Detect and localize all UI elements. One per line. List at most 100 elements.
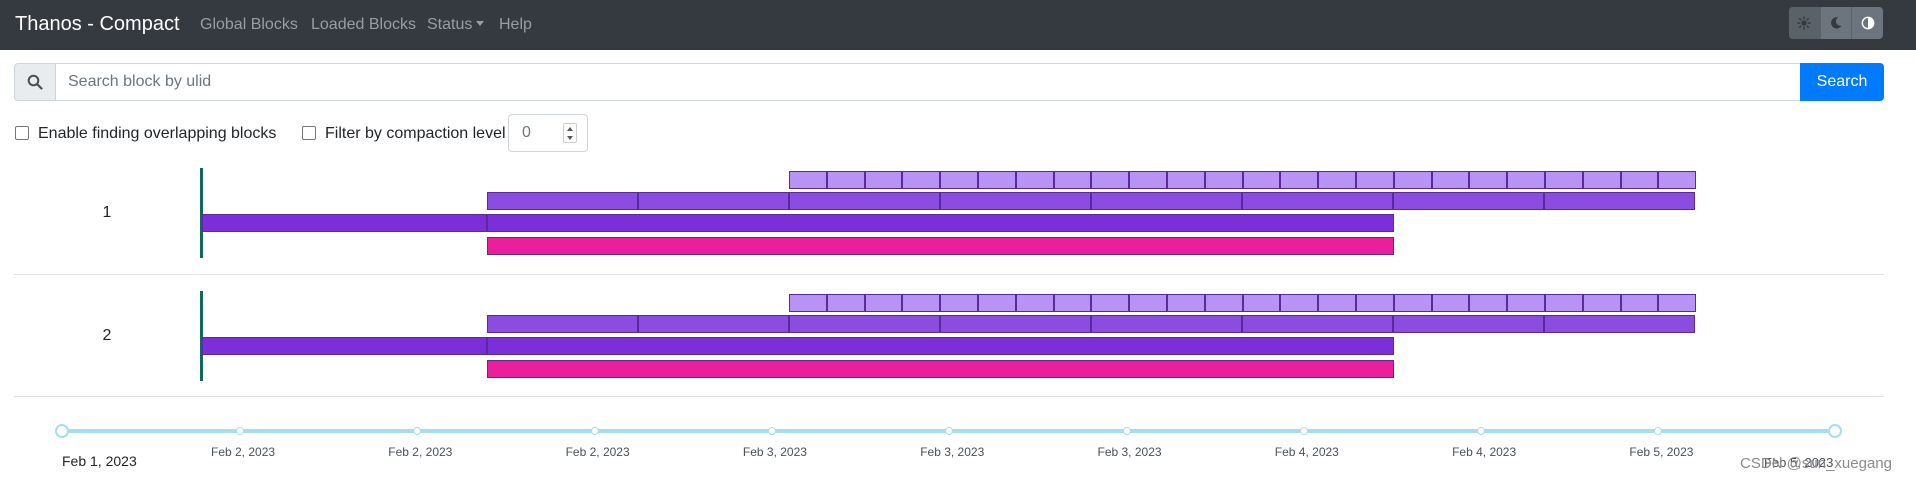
- block-level-1[interactable]: [902, 294, 940, 312]
- timeline-end-handle[interactable]: [1828, 424, 1842, 438]
- block-level-4[interactable]: [487, 360, 1394, 378]
- timeline-start-label: Feb 1, 2023: [62, 453, 137, 469]
- block-level-1[interactable]: [789, 171, 827, 189]
- block-level-1[interactable]: [1280, 171, 1318, 189]
- block-level-1[interactable]: [1545, 294, 1583, 312]
- block-level-1[interactable]: [1243, 294, 1280, 312]
- block-level-1[interactable]: [865, 294, 902, 312]
- block-level-1[interactable]: [1356, 171, 1394, 189]
- block-level-1[interactable]: [940, 171, 978, 189]
- block-level-2[interactable]: [1544, 192, 1695, 210]
- spin-down-icon: [567, 135, 573, 140]
- block-level-1[interactable]: [1394, 171, 1432, 189]
- number-spinner[interactable]: [563, 123, 577, 143]
- compaction-level-value: 0: [522, 124, 531, 141]
- search-input[interactable]: [55, 63, 1801, 101]
- block-level-1[interactable]: [1016, 171, 1054, 189]
- block-level-1[interactable]: [1583, 171, 1621, 189]
- block-level-1[interactable]: [902, 171, 940, 189]
- block-level-2[interactable]: [1091, 192, 1242, 210]
- block-level-1[interactable]: [1583, 294, 1621, 312]
- block-level-1[interactable]: [1621, 294, 1658, 312]
- browser-theme-button[interactable]: [1851, 7, 1883, 39]
- compaction-level-checkbox[interactable]: [302, 126, 316, 140]
- overlap-checkbox[interactable]: [15, 126, 29, 140]
- moon-icon: [1831, 17, 1842, 29]
- dark-theme-button[interactable]: [1819, 7, 1852, 39]
- block-level-1[interactable]: [1469, 294, 1507, 312]
- block-level-2[interactable]: [1242, 192, 1393, 210]
- block-level-1[interactable]: [1545, 171, 1583, 189]
- block-level-1[interactable]: [827, 294, 865, 312]
- block-level-1[interactable]: [1507, 294, 1545, 312]
- sun-icon: [1797, 16, 1812, 30]
- block-level-1[interactable]: [1394, 294, 1432, 312]
- block-level-1[interactable]: [1054, 294, 1091, 312]
- block-level-1[interactable]: [1356, 294, 1394, 312]
- spin-up-icon: [567, 126, 573, 131]
- row-start-marker: [200, 168, 203, 258]
- block-level-2[interactable]: [1091, 315, 1242, 333]
- block-level-1[interactable]: [1432, 171, 1469, 189]
- block-level-1[interactable]: [1054, 171, 1091, 189]
- block-level-1[interactable]: [827, 171, 865, 189]
- nav-status[interactable]: Status: [427, 15, 485, 35]
- block-level-1[interactable]: [1658, 171, 1696, 189]
- nav-help[interactable]: Help: [499, 16, 532, 33]
- block-level-2[interactable]: [1393, 315, 1544, 333]
- navbar: Thanos - Compact Global Blocks Loaded Bl…: [0, 0, 1916, 50]
- block-level-1[interactable]: [1205, 171, 1243, 189]
- block-level-2[interactable]: [638, 192, 789, 210]
- row-start-marker: [200, 291, 203, 381]
- timeline-tick-label: Feb 3, 2023: [920, 445, 985, 459]
- block-level-2[interactable]: [789, 192, 940, 210]
- timeline-tick-dot: [945, 427, 954, 435]
- block-level-1[interactable]: [1318, 171, 1356, 189]
- block-level-1[interactable]: [1129, 171, 1167, 189]
- block-level-2[interactable]: [940, 192, 1091, 210]
- app-title[interactable]: Thanos - Compact: [15, 13, 180, 35]
- light-theme-button[interactable]: [1789, 7, 1820, 39]
- block-level-3[interactable]: [202, 214, 487, 232]
- timeline-start-handle[interactable]: [55, 424, 69, 438]
- block-level-1[interactable]: [1658, 294, 1696, 312]
- timeline-tick-dot: [1654, 427, 1663, 435]
- block-level-2[interactable]: [940, 315, 1091, 333]
- block-level-1[interactable]: [1129, 294, 1167, 312]
- block-level-1[interactable]: [1205, 294, 1243, 312]
- row-label: 1: [102, 204, 112, 221]
- block-level-2[interactable]: [1242, 315, 1393, 333]
- block-level-4[interactable]: [487, 237, 1394, 255]
- block-level-2[interactable]: [1393, 192, 1544, 210]
- block-level-3[interactable]: [487, 214, 1394, 232]
- block-level-2[interactable]: [487, 315, 638, 333]
- block-level-1[interactable]: [865, 171, 902, 189]
- block-level-1[interactable]: [978, 294, 1016, 312]
- search-button[interactable]: Search: [1800, 63, 1884, 101]
- block-level-1[interactable]: [1280, 294, 1318, 312]
- block-level-1[interactable]: [1016, 294, 1054, 312]
- nav-loaded-blocks[interactable]: Loaded Blocks: [311, 16, 416, 33]
- nav-global-blocks[interactable]: Global Blocks: [200, 16, 298, 33]
- block-level-1[interactable]: [1243, 171, 1280, 189]
- block-level-1[interactable]: [1432, 294, 1469, 312]
- timeline-tick-dot: [1299, 427, 1308, 435]
- block-level-3[interactable]: [487, 337, 1394, 355]
- block-level-2[interactable]: [638, 315, 789, 333]
- block-level-1[interactable]: [940, 294, 978, 312]
- block-level-1[interactable]: [978, 171, 1016, 189]
- block-level-1[interactable]: [1091, 171, 1129, 189]
- block-level-1[interactable]: [1621, 171, 1658, 189]
- block-level-2[interactable]: [1544, 315, 1695, 333]
- block-level-1[interactable]: [789, 294, 827, 312]
- block-level-1[interactable]: [1091, 294, 1129, 312]
- block-level-1[interactable]: [1318, 294, 1356, 312]
- compaction-level-input[interactable]: 0: [508, 114, 588, 152]
- block-level-2[interactable]: [789, 315, 940, 333]
- block-level-1[interactable]: [1469, 171, 1507, 189]
- block-level-2[interactable]: [487, 192, 638, 210]
- block-level-1[interactable]: [1167, 294, 1205, 312]
- block-level-3[interactable]: [202, 337, 487, 355]
- block-level-1[interactable]: [1507, 171, 1545, 189]
- block-level-1[interactable]: [1167, 171, 1205, 189]
